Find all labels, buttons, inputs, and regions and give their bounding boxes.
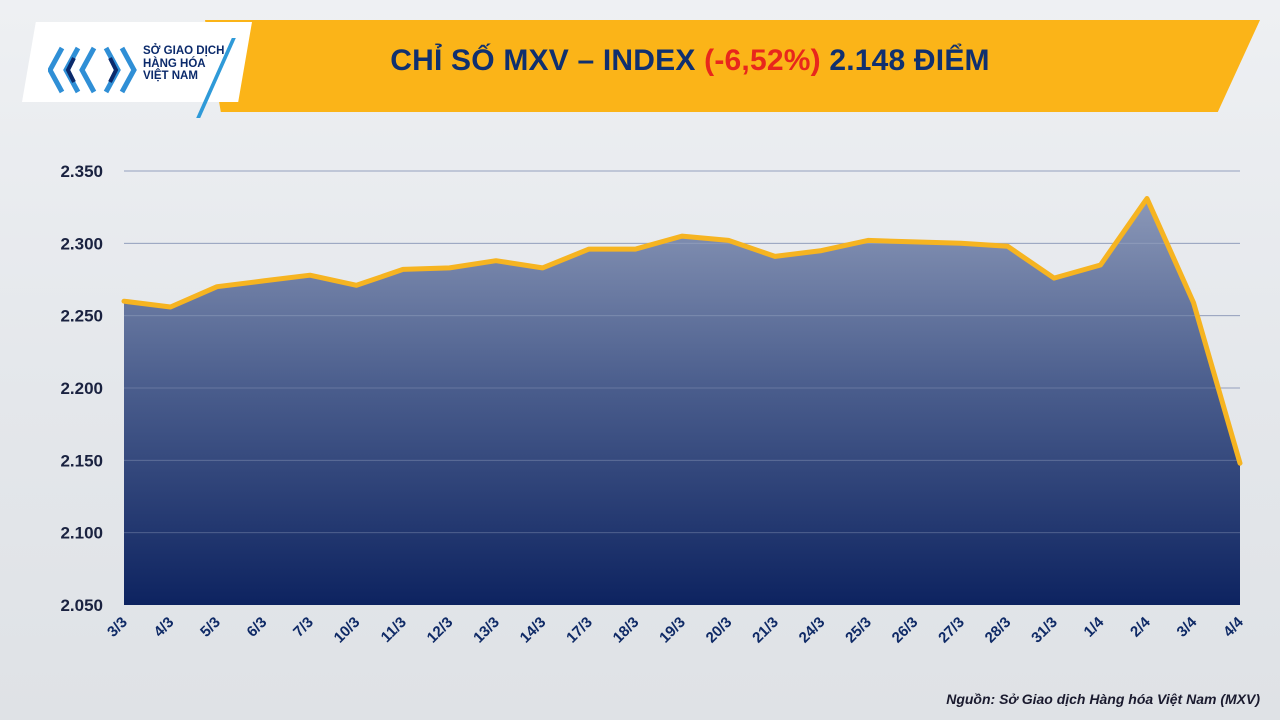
x-tick-label: 3/4	[1174, 613, 1201, 640]
title-prefix: CHỈ SỐ MXV – INDEX	[390, 44, 696, 77]
source-note: Nguồn: Sở Giao dịch Hàng hóa Việt Nam (M…	[946, 691, 1260, 707]
x-tick-label: 24/3	[796, 614, 829, 647]
x-tick-label: 26/3	[889, 614, 922, 647]
x-tick-label: 28/3	[982, 614, 1015, 647]
x-tick-label: 7/3	[290, 614, 317, 641]
x-tick-label: 4/4	[1220, 613, 1247, 640]
title-suffix: 2.148 ĐIỂM	[829, 44, 990, 77]
logo-line-2: HÀNG HÓA	[143, 57, 206, 70]
logo-line-3: VIỆT NAM	[143, 70, 198, 82]
x-tick-label: 20/3	[703, 614, 736, 647]
x-tick-label: 25/3	[842, 614, 875, 647]
x-tick-label: 5/3	[197, 614, 224, 641]
y-tick-label: 2.200	[60, 379, 103, 398]
y-tick-label: 2.150	[60, 451, 103, 470]
y-tick-label: 2.250	[60, 307, 103, 326]
x-axis-ticks: 3/3 4/3 5/3 6/3 7/3 10/3 11/3 12/3 13/3 14/3 17/3 1…	[104, 613, 1247, 646]
x-tick-label: 19/3	[656, 614, 689, 647]
x-tick-label: 14/3	[517, 614, 550, 647]
area-path	[124, 198, 1240, 605]
title-banner	[205, 20, 1260, 112]
y-tick-label: 2.100	[60, 524, 103, 543]
y-tick-label: 2.050	[60, 596, 103, 615]
chart-title: CHỈ SỐ MXV – INDEX (-6,52%) 2.148 ĐIỂM	[300, 44, 1080, 78]
y-tick-label: 2.350	[60, 162, 103, 181]
x-tick-label: 4/3	[151, 614, 178, 641]
logo-line-1: SỞ GIAO DỊCH	[143, 45, 225, 57]
x-tick-label: 31/3	[1028, 614, 1061, 647]
area-fill	[124, 170, 1240, 605]
y-axis-ticks: 2.050 2.100 2.150 2.200 2.250 2.300 2.350	[60, 162, 103, 615]
title-change: (-6,52%)	[704, 44, 821, 77]
series-polyline	[121, 196, 1243, 466]
x-tick-label: 13/3	[470, 614, 503, 647]
x-tick-label: 6/3	[244, 614, 271, 641]
x-tick-label: 11/3	[378, 614, 410, 646]
mxv-logo	[48, 46, 137, 94]
x-tick-label: 10/3	[331, 614, 364, 647]
x-tick-label: 21/3	[749, 614, 782, 647]
logo-text: SỞ GIAO DỊCH HÀNG HÓA VIỆT NAM	[143, 45, 243, 83]
x-tick-label: 1/4	[1081, 613, 1108, 640]
x-tick-label: 18/3	[610, 614, 643, 647]
x-tick-label: 2/4	[1127, 613, 1154, 640]
x-tick-label: 3/3	[104, 614, 131, 641]
y-tick-label: 2.300	[60, 234, 103, 253]
x-tick-label: 27/3	[935, 614, 968, 647]
x-tick-label: 17/3	[563, 614, 596, 647]
x-tick-label: 12/3	[424, 614, 457, 647]
series-line	[121, 196, 1243, 466]
